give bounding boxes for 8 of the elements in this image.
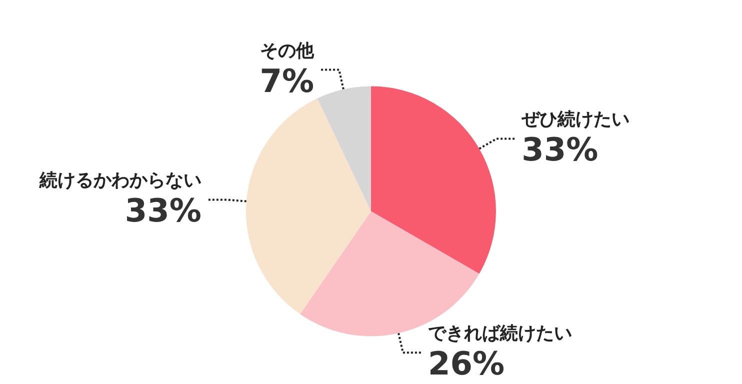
data-label: 33% xyxy=(522,130,598,169)
data-label: 7% xyxy=(260,62,314,100)
slice-label: 続けるかわからない xyxy=(38,170,202,192)
data-label: 26% xyxy=(428,344,505,383)
data-label: 33% xyxy=(124,192,202,230)
slice-label: できれば続けたい xyxy=(428,323,572,344)
slice-label: ぜひ続けたい xyxy=(520,109,630,130)
slice-label: その他 xyxy=(260,40,316,62)
